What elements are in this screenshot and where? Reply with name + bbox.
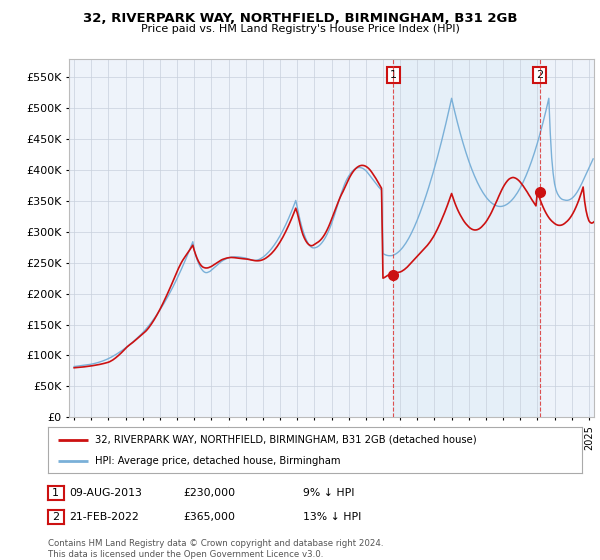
Text: 13% ↓ HPI: 13% ↓ HPI <box>303 512 361 522</box>
Text: HPI: Average price, detached house, Birmingham: HPI: Average price, detached house, Birm… <box>95 456 340 466</box>
Text: 2: 2 <box>536 70 543 80</box>
Text: 32, RIVERPARK WAY, NORTHFIELD, BIRMINGHAM, B31 2GB: 32, RIVERPARK WAY, NORTHFIELD, BIRMINGHA… <box>83 12 517 25</box>
Text: 32, RIVERPARK WAY, NORTHFIELD, BIRMINGHAM, B31 2GB (detached house): 32, RIVERPARK WAY, NORTHFIELD, BIRMINGHA… <box>95 435 476 445</box>
Text: Contains HM Land Registry data © Crown copyright and database right 2024.
This d: Contains HM Land Registry data © Crown c… <box>48 539 383 559</box>
Text: 1: 1 <box>52 488 59 498</box>
Text: Price paid vs. HM Land Registry's House Price Index (HPI): Price paid vs. HM Land Registry's House … <box>140 24 460 34</box>
Text: 9% ↓ HPI: 9% ↓ HPI <box>303 488 355 498</box>
Text: £230,000: £230,000 <box>183 488 235 498</box>
Text: £365,000: £365,000 <box>183 512 235 522</box>
Text: 2: 2 <box>52 512 59 522</box>
Text: 1: 1 <box>390 70 397 80</box>
Bar <box>393 59 539 417</box>
Text: 09-AUG-2013: 09-AUG-2013 <box>69 488 142 498</box>
Text: 21-FEB-2022: 21-FEB-2022 <box>69 512 139 522</box>
